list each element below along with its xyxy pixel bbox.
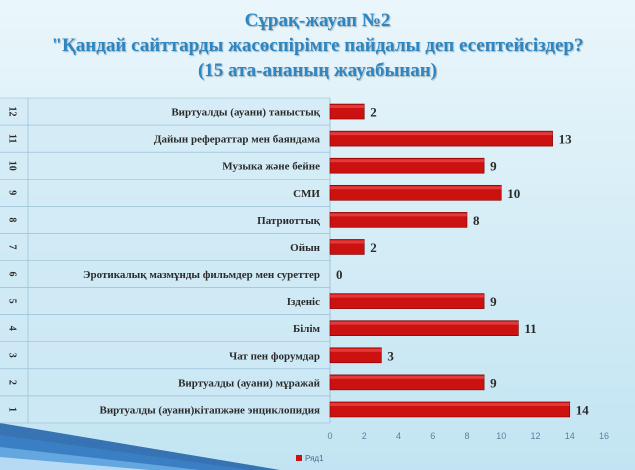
row-number: 2 bbox=[7, 380, 18, 385]
bar-highlight bbox=[330, 402, 570, 406]
chart-title-line-3: (15 ата-ананың жауабынан) bbox=[197, 60, 438, 81]
category-label: Эротикалық мазмұнды фильмдер мен суретте… bbox=[83, 269, 320, 281]
bar bbox=[329, 184, 502, 201]
bar bbox=[329, 212, 468, 228]
legend-label: Ряд1 bbox=[305, 454, 324, 463]
bar bbox=[329, 374, 485, 391]
row-number: 5 bbox=[7, 299, 18, 304]
data-label: 10 bbox=[507, 186, 520, 201]
data-label: 8 bbox=[473, 213, 480, 228]
category-label: Патриоттық bbox=[257, 215, 321, 227]
bar bbox=[329, 347, 382, 364]
category-label: Дайын рефераттар мен баяндама bbox=[154, 134, 321, 146]
bar bbox=[329, 293, 485, 309]
data-label: 9 bbox=[490, 375, 497, 390]
legend-swatch bbox=[296, 455, 302, 461]
row-number: 1 bbox=[7, 407, 18, 412]
data-label: 2 bbox=[370, 105, 377, 120]
bar-highlight bbox=[330, 321, 519, 325]
decorative-swoosh bbox=[0, 423, 280, 470]
bar-highlight bbox=[330, 294, 485, 298]
x-tick-label: 8 bbox=[464, 431, 469, 441]
row-number: 10 bbox=[7, 161, 18, 171]
bar-highlight bbox=[330, 132, 553, 136]
data-label: 2 bbox=[370, 240, 377, 255]
bar-highlight bbox=[330, 375, 485, 379]
data-label: 13 bbox=[559, 132, 573, 147]
x-tick-label: 4 bbox=[396, 431, 401, 441]
category-label: Ізденіс bbox=[287, 296, 320, 308]
chart-title-line-2: "Қандай сайттарды жасөспірімге пайдалы д… bbox=[51, 35, 584, 56]
data-label: 11 bbox=[524, 321, 536, 336]
x-tick-label: 0 bbox=[327, 431, 332, 441]
x-tick-label: 6 bbox=[430, 431, 435, 441]
bar-highlight bbox=[330, 159, 485, 163]
category-label: Ойын bbox=[290, 242, 320, 254]
bar bbox=[329, 157, 485, 174]
bar bbox=[329, 239, 365, 255]
x-tick-label: 2 bbox=[362, 431, 367, 441]
category-label: Виртуалды (ауани) мұражай bbox=[178, 377, 321, 389]
bar bbox=[329, 103, 365, 120]
row-number: 8 bbox=[7, 217, 18, 222]
x-tick-label: 12 bbox=[530, 431, 540, 441]
chart-title-line-1: Сұрақ-жауап №2 bbox=[244, 10, 391, 31]
x-tick-label: 14 bbox=[565, 431, 575, 441]
data-label: 9 bbox=[490, 159, 497, 174]
category-label: Музыка және бейне bbox=[222, 161, 320, 173]
bar bbox=[329, 320, 519, 337]
bar bbox=[329, 130, 553, 147]
category-label: Білім bbox=[293, 323, 321, 335]
category-label: Виртуалды (ауани)кітапжәне энциклопидия bbox=[100, 404, 321, 416]
bar-highlight bbox=[330, 240, 365, 244]
bar-highlight bbox=[330, 213, 467, 217]
row-number: 9 bbox=[7, 190, 18, 195]
row-number: 6 bbox=[7, 272, 18, 277]
data-label: 9 bbox=[490, 294, 497, 309]
row-number: 4 bbox=[7, 326, 18, 331]
x-tick-label: 10 bbox=[496, 431, 506, 441]
bar-highlight bbox=[330, 186, 502, 190]
bar bbox=[329, 401, 571, 418]
category-label: Чат пен форумдар bbox=[229, 350, 320, 362]
row-number: 11 bbox=[7, 134, 18, 143]
row-number: 7 bbox=[7, 244, 18, 249]
row-number: 12 bbox=[7, 107, 18, 117]
row-number: 3 bbox=[7, 353, 18, 358]
bar-highlight bbox=[330, 105, 365, 109]
data-label: 3 bbox=[387, 348, 394, 363]
data-label: 0 bbox=[336, 267, 343, 282]
category-label: Виртуалды (ауани) таныстық bbox=[171, 107, 320, 119]
x-tick-label: 16 bbox=[599, 431, 609, 441]
data-label: 14 bbox=[576, 402, 590, 417]
bar-highlight bbox=[330, 348, 382, 352]
category-label: СМИ bbox=[293, 188, 320, 200]
